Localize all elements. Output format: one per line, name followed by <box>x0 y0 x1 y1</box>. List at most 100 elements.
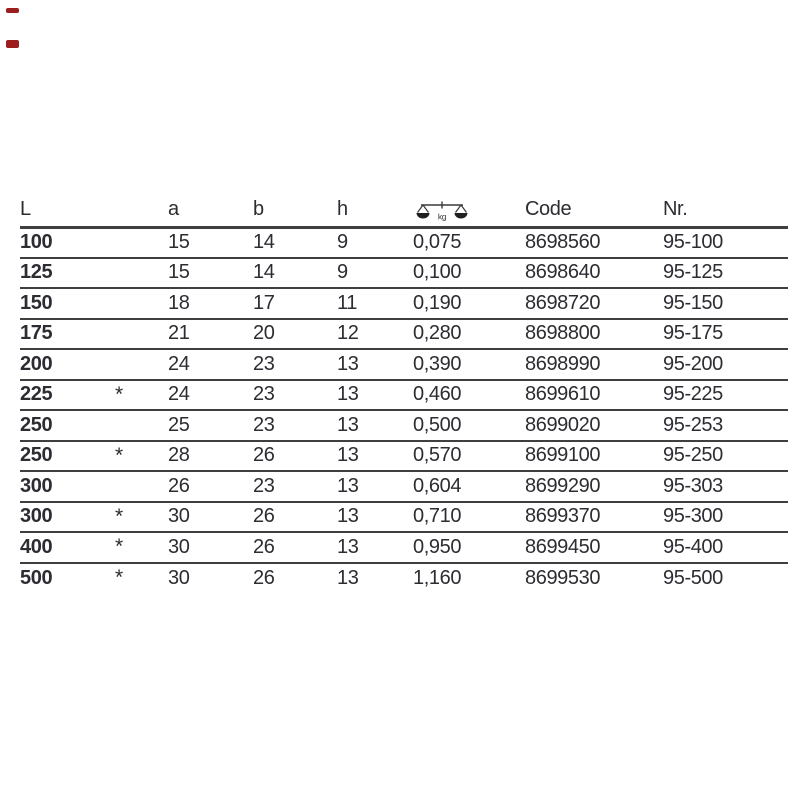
svg-text:kg: kg <box>438 211 447 221</box>
cell-star: * <box>115 504 123 528</box>
table-row: 175 21 20 12 0,280 8698800 95-175 <box>20 319 788 350</box>
cell-b: 26 <box>253 505 275 528</box>
cell-code: 8698800 <box>525 322 601 345</box>
cell-b: 14 <box>253 231 275 253</box>
cell-a: 15 <box>168 231 190 253</box>
table-row: 250 * 28 26 13 0,570 8699100 95-250 <box>20 441 788 471</box>
cell-L: 150 <box>20 291 53 314</box>
cell-h: 13 <box>337 444 359 467</box>
cell-b: 23 <box>253 352 275 375</box>
cell-star: * <box>115 443 123 467</box>
cell-weight: 0,100 <box>413 261 462 284</box>
cell-L: 175 <box>20 322 53 345</box>
cell-L: 300 <box>20 505 53 528</box>
cell-code: 8699290 <box>525 474 601 497</box>
header-h: h <box>337 197 348 220</box>
table-row: 125 15 14 9 0,100 8698640 95-125 <box>20 258 788 289</box>
cell-L: 200 <box>20 352 53 375</box>
cell-h: 11 <box>337 291 357 314</box>
dimensions-table: L a b h kg <box>20 197 788 593</box>
cell-code: 8698640 <box>525 261 601 284</box>
cell-b: 23 <box>253 474 275 497</box>
cell-nr: 95-225 <box>663 383 723 406</box>
cell-weight: 0,190 <box>413 291 462 314</box>
cell-nr: 95-253 <box>663 413 723 436</box>
cell-nr: 95-100 <box>663 231 723 253</box>
cell-h: 13 <box>337 413 359 436</box>
cell-b: 17 <box>253 291 275 314</box>
cell-weight: 1,160 <box>413 566 462 589</box>
cell-L: 125 <box>20 261 53 284</box>
cell-star: * <box>115 566 123 590</box>
cell-h: 13 <box>337 383 359 406</box>
cell-code: 8699020 <box>525 413 601 436</box>
table-row: 300 * 30 26 13 0,710 8699370 95-300 <box>20 502 788 532</box>
cell-star: * <box>115 382 123 406</box>
cell-h: 12 <box>337 322 359 345</box>
cell-star <box>115 258 168 289</box>
table-body: 100 15 14 9 0,075 8698560 95-100 125 15 … <box>20 227 788 593</box>
cell-nr: 95-200 <box>663 352 723 375</box>
header-L: L <box>20 197 31 220</box>
cell-nr: 95-125 <box>663 261 723 284</box>
cell-code: 8699610 <box>525 383 601 406</box>
cell-L: 500 <box>20 566 53 589</box>
red-mark <box>6 8 19 13</box>
cell-h: 13 <box>337 535 359 558</box>
table-row: 150 18 17 11 0,190 8698720 95-150 <box>20 288 788 319</box>
cell-a: 26 <box>168 474 190 497</box>
cell-star <box>115 227 168 258</box>
cell-b: 14 <box>253 261 275 284</box>
cell-a: 15 <box>168 261 190 284</box>
table-row: 200 24 23 13 0,390 8698990 95-200 <box>20 349 788 380</box>
cell-star: * <box>115 535 123 559</box>
cell-h: 13 <box>337 505 359 528</box>
cell-L: 250 <box>20 444 53 467</box>
cell-b: 26 <box>253 535 275 558</box>
balance-scale-kg-icon: kg <box>416 201 468 221</box>
cell-nr: 95-175 <box>663 322 723 345</box>
cell-nr: 95-250 <box>663 444 723 467</box>
cell-star <box>115 410 168 441</box>
cell-a: 30 <box>168 566 190 589</box>
header-code: Code <box>525 197 572 220</box>
cell-nr: 95-150 <box>663 291 723 314</box>
header-weight: kg <box>413 197 525 227</box>
cell-code: 8698720 <box>525 291 601 314</box>
table-row: 400 * 30 26 13 0,950 8699450 95-400 <box>20 532 788 563</box>
cell-L: 250 <box>20 413 53 436</box>
spec-table-container: L a b h kg <box>20 197 788 593</box>
cell-h: 9 <box>337 261 348 284</box>
cell-a: 30 <box>168 505 190 528</box>
cell-weight: 0,570 <box>413 444 462 467</box>
cell-code: 8699530 <box>525 566 601 589</box>
cell-star <box>115 349 168 380</box>
cell-code: 8699450 <box>525 535 601 558</box>
red-mark <box>6 40 19 48</box>
cell-b: 23 <box>253 383 275 406</box>
cell-code: 8698990 <box>525 352 601 375</box>
cell-a: 21 <box>168 322 190 345</box>
cell-nr: 95-300 <box>663 505 723 528</box>
cell-L: 100 <box>20 231 53 253</box>
cell-nr: 95-500 <box>663 566 723 589</box>
cell-code: 8699100 <box>525 444 601 467</box>
cell-a: 24 <box>168 383 190 406</box>
cell-weight: 0,460 <box>413 383 462 406</box>
header-nr: Nr. <box>663 197 688 220</box>
cell-h: 9 <box>337 231 348 253</box>
header-star <box>115 197 168 227</box>
table-row: 225 * 24 23 13 0,460 8699610 95-225 <box>20 380 788 410</box>
cell-star <box>115 319 168 350</box>
cell-b: 26 <box>253 444 275 467</box>
cell-h: 13 <box>337 566 359 589</box>
cell-a: 30 <box>168 535 190 558</box>
cell-L: 300 <box>20 474 53 497</box>
header-row: L a b h kg <box>20 197 788 227</box>
cell-weight: 0,390 <box>413 352 462 375</box>
cell-a: 28 <box>168 444 190 467</box>
cell-h: 13 <box>337 352 359 375</box>
cell-b: 26 <box>253 566 275 589</box>
cell-a: 25 <box>168 413 190 436</box>
